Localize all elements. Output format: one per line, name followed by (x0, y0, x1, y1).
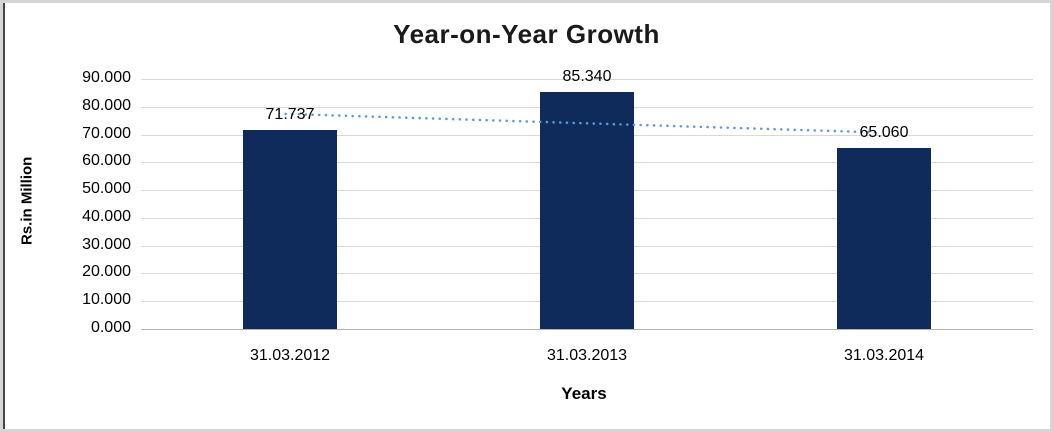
x-axis-title: Years (561, 384, 607, 403)
data-label: 65.060 (859, 124, 909, 141)
plot-area: 0.000 10.000 20.000 30.000 40.000 50.000 60.00… (3, 3, 1050, 429)
y-tick-label: 40.000 (82, 208, 131, 225)
gridline (141, 79, 1033, 80)
y-tick-label: 50.000 (82, 180, 131, 197)
y-tick-label: 60.000 (82, 152, 131, 169)
y-tick-label: 10.000 (82, 291, 131, 308)
x-tick-label: 31.03.2013 (546, 347, 628, 364)
bar (540, 92, 634, 329)
y-tick-label: 20.000 (82, 263, 131, 280)
y-tick-label: 30.000 (82, 236, 131, 253)
data-label: 71.737 (265, 106, 315, 123)
x-axis-line (141, 329, 1033, 330)
bar (243, 130, 337, 329)
y-tick-label: 80.000 (82, 97, 131, 114)
left-edge-line (3, 3, 5, 429)
y-tick-label: 90.000 (82, 69, 131, 86)
data-label: 85.340 (562, 68, 612, 85)
bar (837, 148, 931, 329)
y-tick-label: 70.000 (82, 125, 131, 142)
chart-title: Year-on-Year Growth (393, 19, 660, 49)
y-tick-label: 0.000 (90, 319, 131, 336)
x-tick-label: 31.03.2012 (249, 347, 331, 364)
x-tick-label: 31.03.2014 (843, 347, 925, 364)
